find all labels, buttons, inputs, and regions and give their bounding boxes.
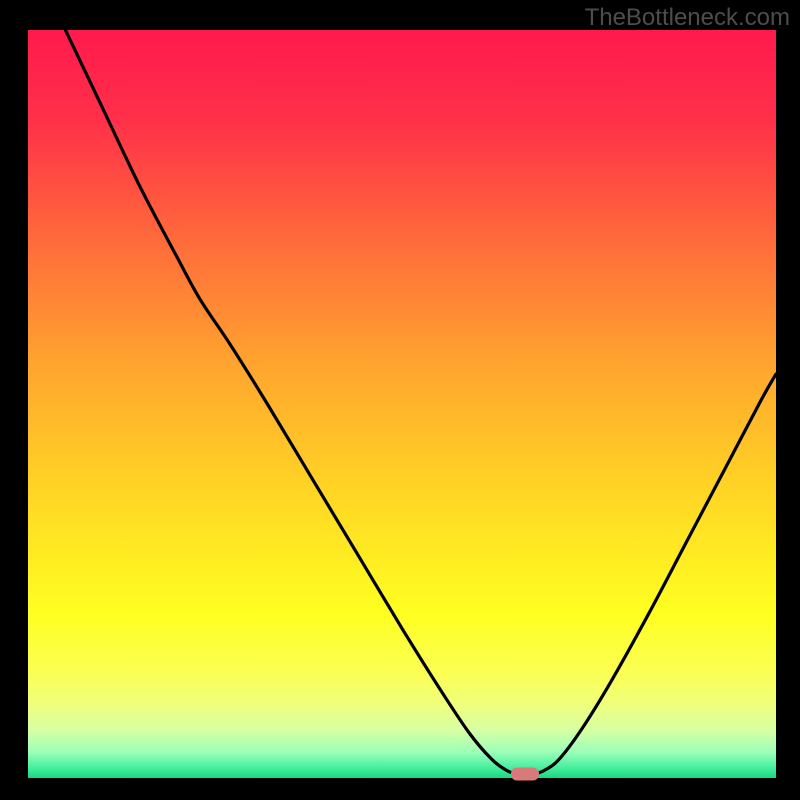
watermark-label: TheBottleneck.com [585,4,790,32]
bottleneck-curve [28,30,776,778]
plot-area [28,30,776,778]
minimum-marker [511,767,539,780]
chart-container: TheBottleneck.com [0,0,800,800]
